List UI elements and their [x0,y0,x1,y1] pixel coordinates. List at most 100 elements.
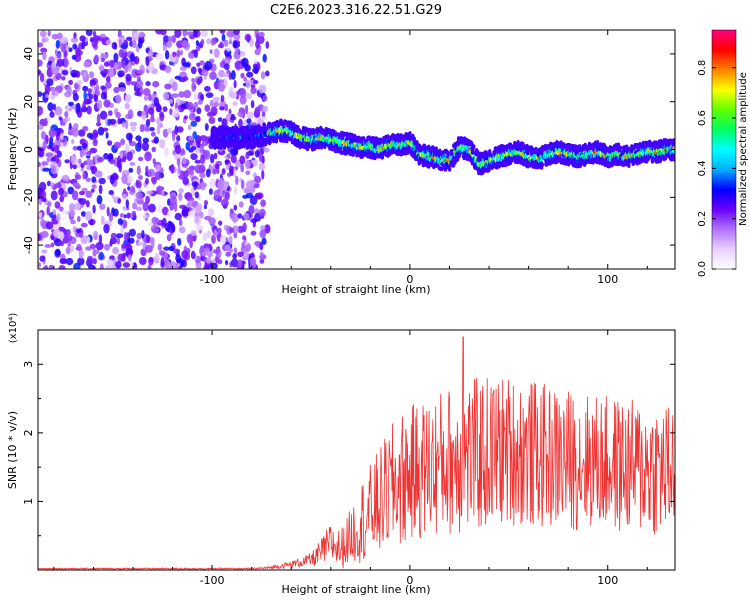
noise-speckle [56,32,63,40]
noise-speckle [148,93,152,102]
noise-speckle [259,242,264,251]
noise-speckle [138,31,145,38]
noise-speckle [80,222,88,228]
noise-speckle [176,50,181,58]
noise-speckle [209,99,214,107]
noise-speckle [82,149,86,156]
noise-speckle [218,220,223,226]
noise-speckle [75,102,81,112]
signal-speckle [567,162,571,167]
noise-speckle [120,43,128,50]
noise-speckle [238,201,244,208]
noise-speckle [199,145,204,154]
noise-speckle [203,264,210,269]
noise-speckle [86,132,93,139]
noise-speckle [178,188,184,194]
noise-speckle [213,152,218,160]
noise-speckle [219,106,225,111]
noise-speckle [178,219,183,227]
noise-speckle [209,49,213,54]
noise-speckle [62,118,68,124]
noise-speckle [204,123,209,131]
noise-speckle [70,37,79,43]
noise-speckle [124,119,129,130]
noise-speckle [191,78,196,83]
noise-speckle [156,125,161,135]
noise-speckle [213,48,220,58]
noise-speckle [103,223,110,234]
noise-speckle [80,235,89,244]
noise-speckle [50,182,56,188]
noise-speckle [61,69,69,76]
noise-speckle [182,76,189,81]
noise-speckle [46,206,50,216]
noise-speckle [237,213,243,219]
noise-speckle [193,101,199,109]
noise-speckle [240,50,246,57]
signal-speckle [672,153,675,158]
noise-speckle [203,149,211,160]
noise-speckle [42,167,50,172]
noise-speckle [66,85,72,96]
noise-speckle [38,181,47,192]
noise-speckle [188,210,196,218]
noise-speckle [159,250,165,256]
noise-speckle [124,65,129,74]
colorbar-gradient [711,29,737,270]
noise-speckle [145,195,151,204]
noise-speckle [127,109,134,119]
noise-speckle [194,215,200,224]
noise-speckle [221,198,229,208]
noise-speckle [228,248,233,253]
noise-speckle [224,159,230,164]
noise-speckle [145,81,151,87]
noise-speckle [112,246,120,255]
noise-speckle [105,81,112,89]
noise-speckle [157,203,163,214]
noise-speckle [106,75,111,84]
noise-speckle [206,111,215,117]
noise-speckle [121,59,126,69]
noise-speckle [82,85,89,92]
noise-speckle [224,190,230,201]
snr-x-axis-label: Height of straight line (km) [281,583,430,596]
noise-speckle [136,206,142,211]
noise-speckle [204,85,211,92]
noise-speckle [78,158,82,164]
noise-speckle [40,47,48,53]
signal-speckle [380,154,384,160]
signal-speckle [448,166,452,172]
noise-speckle [108,110,113,116]
noise-speckle [145,244,153,253]
spectrogram-y-tick-label: -40 [22,236,35,254]
noise-speckle [69,202,75,212]
snr-plot-area [38,330,675,570]
noise-speckle [176,158,181,167]
noise-speckle [79,35,86,42]
noise-speckle [164,50,170,60]
noise-speckle [203,247,210,253]
noise-speckle [243,187,250,194]
noise-speckle [42,51,47,61]
noise-speckle [182,177,189,185]
noise-speckle [121,252,128,257]
noise-speckle [87,88,93,94]
snr-y-axis-label: SNR (10 * v/v) [6,411,19,489]
noise-speckle [51,61,56,69]
noise-speckle [245,104,249,115]
noise-speckle [128,167,134,173]
noise-speckle [76,243,82,251]
noise-speckle [38,146,42,156]
noise-speckle [85,30,93,37]
signal-speckle [583,142,587,148]
noise-speckle [171,81,178,92]
noise-speckle [40,131,47,140]
noise-speckle [91,84,96,94]
noise-speckle [38,42,44,48]
noise-speckle [195,224,204,231]
noise-speckle [217,79,221,84]
noise-speckle [54,201,61,209]
signal-speckle [408,131,412,136]
noise-speckle [126,151,133,161]
noise-speckle [224,57,231,65]
